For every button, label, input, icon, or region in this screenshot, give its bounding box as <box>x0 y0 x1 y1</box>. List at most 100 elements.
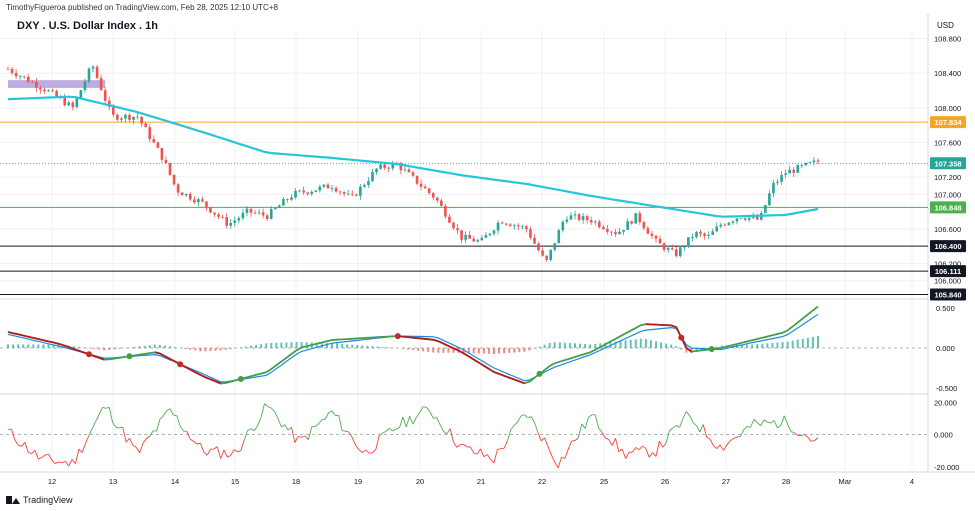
osc-segment <box>486 454 492 460</box>
candle-body <box>330 188 334 189</box>
osc-segment <box>112 422 117 428</box>
osc-segment <box>287 426 292 431</box>
osc-segment <box>439 424 444 432</box>
candle-body <box>176 184 180 193</box>
candle-body <box>355 194 358 196</box>
candle-body <box>197 199 200 203</box>
macd-histogram-bar <box>315 342 318 348</box>
osc-segment <box>416 412 421 418</box>
macd-histogram-bar <box>163 345 166 348</box>
osc-segment <box>55 461 59 464</box>
osc-segment <box>193 441 198 445</box>
candle-body <box>541 250 544 256</box>
macd-histogram-bar <box>548 342 551 348</box>
osc-segment <box>146 435 150 439</box>
candle-body <box>500 222 504 224</box>
macd-histogram-bar <box>584 344 587 348</box>
candle-body <box>658 238 662 244</box>
macd-histogram-bar <box>143 345 146 348</box>
osc-segment <box>28 451 32 454</box>
macd-histogram-bar <box>229 348 232 349</box>
time-axis[interactable]: 12 13 14 15 18 19 20 21 22 25 26 27 28 Mar 4 <box>48 477 914 486</box>
macd-histogram-bar <box>594 343 597 348</box>
candle-body <box>31 81 34 83</box>
time-tick-label: 12 <box>48 477 56 486</box>
macd-histogram-bar <box>629 339 632 348</box>
macd-histogram-bar <box>77 346 80 348</box>
macd-histogram-bar <box>806 337 809 348</box>
candle-body <box>51 90 54 92</box>
macd-histogram-bar <box>305 342 308 348</box>
osc-segment <box>588 414 593 418</box>
candle-body <box>707 234 710 236</box>
macd-histogram-bar <box>422 348 425 352</box>
osc-segment <box>537 432 542 442</box>
osc-segment <box>790 431 795 434</box>
time-tick-label: 19 <box>354 477 362 486</box>
macd-histogram-bar <box>361 345 364 348</box>
time-tick-label: 18 <box>292 477 300 486</box>
osc-segment <box>233 449 238 453</box>
osc-segment <box>773 420 778 429</box>
candle-body <box>711 231 714 235</box>
price-tick-label: 106.200 <box>934 259 961 268</box>
osc-segment <box>85 435 90 444</box>
osc-segment <box>365 449 370 454</box>
candle-body <box>610 231 613 233</box>
candle-body <box>440 200 443 206</box>
price-axis[interactable]: 108.800 108.400 108.000 107.600 107.200 107.0… <box>934 35 961 472</box>
candle-body <box>160 147 164 160</box>
candle-body <box>598 221 601 228</box>
osc-segment <box>665 430 670 444</box>
candle-body <box>423 186 427 189</box>
osc-segment <box>243 430 249 441</box>
candle-body <box>286 199 289 200</box>
candle-body <box>350 193 354 195</box>
macd-histogram-bar <box>224 348 227 350</box>
candle-body <box>274 207 277 210</box>
macd-cross-dot <box>86 351 92 358</box>
osc-segment <box>615 438 620 452</box>
candle-body <box>784 173 787 175</box>
osc-segment <box>81 442 87 453</box>
osc-segment <box>733 436 738 439</box>
macd-histogram-bar <box>244 346 247 348</box>
osc-segment <box>621 448 627 459</box>
macd-histogram-bar <box>47 344 50 348</box>
macd-histogram-bar <box>62 344 65 348</box>
osc-segment <box>142 438 147 444</box>
currency-label[interactable]: USD <box>937 21 954 30</box>
osc-segment <box>389 428 394 432</box>
candle-body <box>492 230 496 234</box>
macd-histogram-bar <box>665 343 668 348</box>
candle-body <box>363 185 366 187</box>
macd-histogram-bar <box>528 348 531 351</box>
candle-body <box>371 171 374 182</box>
macd-histogram-bar <box>204 348 207 352</box>
osc-segment <box>206 448 211 456</box>
osc-segment <box>449 428 454 443</box>
macd-histogram-bar <box>649 340 652 348</box>
candle-body <box>14 72 18 77</box>
osc-segment <box>429 411 434 419</box>
macd-histogram-bar <box>675 346 678 348</box>
macd-histogram-bar <box>644 339 647 348</box>
tradingview-brand[interactable]: TradingView <box>6 495 73 505</box>
candle-body <box>593 221 597 223</box>
price-tick-label: 106.600 <box>934 225 961 234</box>
macd-histogram-bar <box>563 342 566 348</box>
candle-body <box>298 190 301 192</box>
osc-segment <box>169 408 174 416</box>
candle-body <box>383 164 386 168</box>
osc-segment <box>540 437 545 442</box>
macd-histogram-bar <box>568 343 571 348</box>
macd-histogram-bar <box>553 342 556 348</box>
osc-segment <box>497 448 501 451</box>
macd-histogram-bar <box>381 346 384 348</box>
macd-histogram-bar <box>331 343 333 348</box>
osc-segment <box>767 421 771 424</box>
osc-segment <box>676 425 680 428</box>
time-tick-label: 14 <box>171 477 179 486</box>
osc-segment <box>227 454 231 458</box>
